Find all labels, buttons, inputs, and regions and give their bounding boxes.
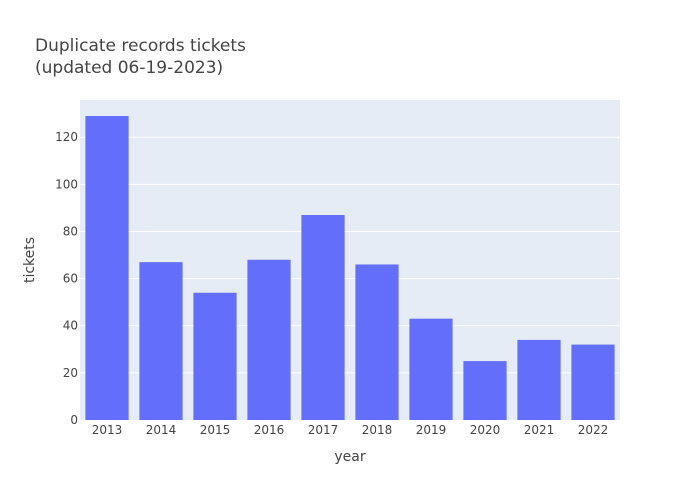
y-tick-label: 20: [63, 366, 78, 380]
y-tick-label: 120: [55, 130, 78, 144]
bar-2015[interactable]: [193, 292, 237, 420]
x-tick-label: 2017: [308, 423, 339, 437]
bar-2019[interactable]: [409, 318, 453, 420]
x-axis-ticks: 2013 2014 2015 2016 2017 2018 2019 2020 2021 2022: [92, 423, 609, 437]
y-tick-label: 0: [70, 413, 78, 427]
x-tick-label: 2019: [416, 423, 447, 437]
bar-2013[interactable]: [85, 116, 129, 421]
chart-title-line-1: Duplicate records tickets: [35, 36, 246, 56]
y-tick-label: 100: [55, 177, 78, 191]
bar-2016[interactable]: [247, 259, 291, 420]
x-tick-label: 2015: [200, 423, 231, 437]
bar-2021[interactable]: [517, 339, 561, 420]
x-tick-label: 2014: [146, 423, 177, 437]
y-tick-label: 80: [63, 224, 78, 238]
chart-title-line-2: (updated 06-19-2023): [35, 58, 223, 78]
y-axis-title: tickets: [22, 237, 38, 283]
x-tick-label: 2020: [470, 423, 501, 437]
bar-2014[interactable]: [139, 262, 183, 420]
bar-2020[interactable]: [463, 361, 507, 420]
y-axis-ticks: 0 20 40 60 80 100 120: [55, 130, 78, 427]
bar-2018[interactable]: [355, 264, 399, 420]
x-axis-title: year: [334, 449, 365, 465]
x-tick-label: 2016: [254, 423, 285, 437]
bar-2022[interactable]: [571, 344, 615, 420]
x-tick-label: 2021: [524, 423, 555, 437]
y-tick-label: 60: [63, 272, 78, 286]
x-tick-label: 2022: [578, 423, 609, 437]
bars: [85, 116, 615, 421]
x-tick-label: 2013: [92, 423, 123, 437]
y-tick-label: 40: [63, 319, 78, 333]
x-tick-label: 2018: [362, 423, 393, 437]
bar-2017[interactable]: [301, 214, 345, 420]
